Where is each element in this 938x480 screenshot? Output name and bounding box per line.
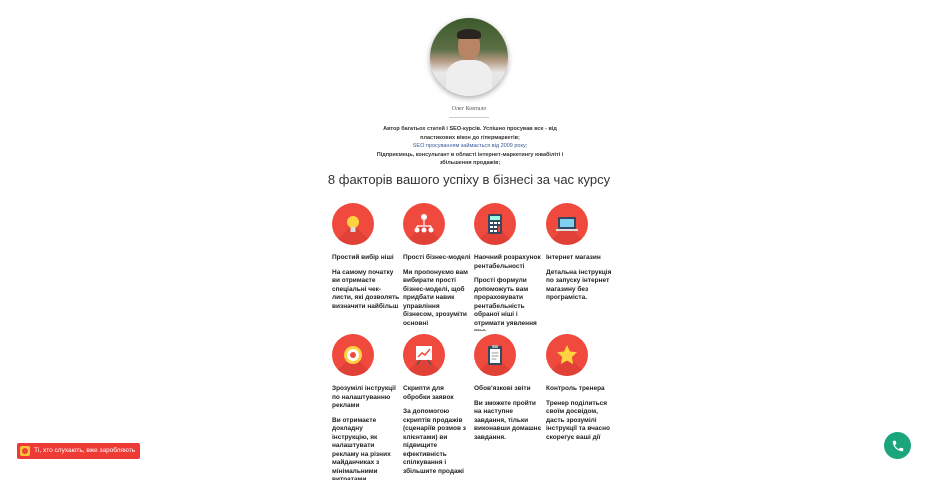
phone-icon [892,440,903,451]
divider [449,117,489,118]
feature-icon-circle [546,203,588,245]
feature-icon-circle [403,334,445,376]
feature-title: Обов'язкові звіти [474,385,531,392]
feature-text: Ми пропонуємо вам вибирати прості бізнес… [403,268,468,327]
lightbulb-icon [347,216,359,232]
feature-icon-circle [546,334,588,376]
feature-title: Скрипти для обробки заявок [403,385,454,401]
bio-line: Автор багатьох статей і SEO-курсів. Успі… [383,126,557,141]
feature-title: Простий вибір ніші [332,254,394,261]
chart-board-icon [416,346,432,366]
feature-text: Прості формули допоможуть вам прораховув… [474,277,537,331]
feature-text: Тренер поділиться своїм досвідом, дасть … [546,399,610,441]
feature-icon-circle [403,203,445,245]
feature-title: Контроль тренера [546,385,605,392]
call-button[interactable] [884,432,911,459]
feature-card: Контроль тренера Тренер поділиться своїм… [546,334,614,480]
feature-text: Детальна інструкція по запуску інтернет … [546,268,612,302]
feature-card: Скрипти для обробки заявок За допомогою … [403,334,471,480]
feature-text: Ви отримаєте докладну інструкцію, як нал… [332,416,391,480]
org-chart-icon [414,214,434,233]
feature-title: Зрозумілі інструкції по налаштуванню рек… [332,385,396,409]
feature-icon-circle [474,203,516,245]
feature-icon-circle [474,334,516,376]
feature-title: Наочний розрахунок рентабельності [474,254,541,270]
section-heading: 8 факторів вашого успіху в бізнесі за ча… [327,172,611,187]
feature-card: Обов'язкові звіти Ви зможете пройти на н… [474,334,542,480]
bio-line: Підприємець, консультант в області інтер… [376,151,564,167]
feature-icon-circle [332,334,374,376]
feature-title: Інтернет магазин [546,254,601,261]
author-bio: Автор багатьох статей і SEO-курсів. Успі… [370,125,570,168]
feature-card: Прості бізнес-моделі Ми пропонуємо вам в… [403,203,471,331]
feature-card: Зрозумілі інструкції по налаштуванню рек… [332,334,400,480]
laptop-icon [556,217,578,231]
calculator-icon [488,214,502,234]
author-name: Олег Ковтало [451,106,487,112]
author-photo [430,18,508,96]
feature-title: Прості бізнес-моделі [403,254,471,261]
feature-card: Наочний розрахунок рентабельності Прості… [474,203,542,331]
promo-banner[interactable]: Ті, хто слухають, вже заробляють [17,443,141,459]
feature-text: За допомогою скриптів продажів (сценарії… [403,408,466,475]
bio-line: SEO просуванням займається від 2009 року… [412,143,528,149]
promo-label: Ті, хто слухають, вже заробляють [34,447,136,454]
feature-card: Простий вибір ніші На самому початку ви … [332,203,400,331]
star-icon [557,345,577,365]
feature-text: На самому початку ви отримаєте спеціальн… [332,268,400,310]
promo-icon [20,446,30,456]
target-icon [344,346,362,364]
clipboard-icon [488,345,502,365]
feature-card: Інтернет магазин Детальна інструкція по … [546,203,614,331]
feature-icon-circle [332,203,374,245]
feature-text: Ви зможете пройти на наступне завдання, … [474,399,542,441]
